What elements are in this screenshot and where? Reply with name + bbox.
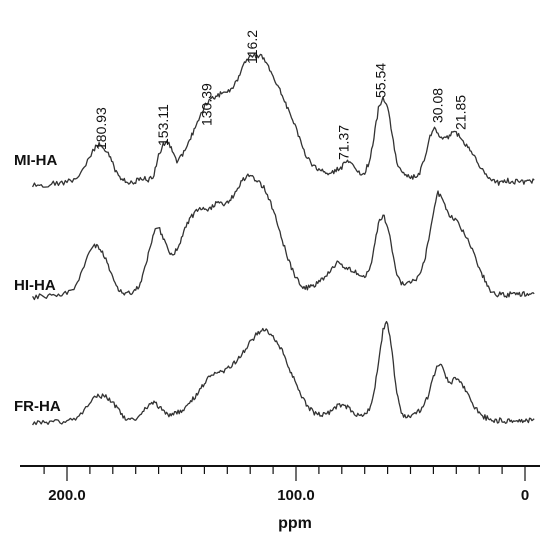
peak-label: 55.54 xyxy=(372,63,388,98)
x-axis-ticks xyxy=(43,466,526,481)
peak-label: 180.93 xyxy=(93,107,109,150)
x-tick-label: 100.0 xyxy=(277,487,315,504)
peak-label: 130.39 xyxy=(198,83,214,126)
x-axis-title: ppm xyxy=(278,515,312,532)
x-tick-label: 0 xyxy=(521,487,529,504)
peak-label: 71.37 xyxy=(336,125,352,160)
peak-labels: 180.93 153.11 130.39 116.2 71.37 55.54 30.08 21… xyxy=(93,30,469,160)
series-labels: MI-HA HI-HA FR-HA xyxy=(14,152,61,415)
peak-label: 116.2 xyxy=(244,30,260,64)
x-axis: 200.0 100.0 0 ppm xyxy=(20,465,540,532)
peak-label: 30.08 xyxy=(430,88,446,123)
x-tick-label: 200.0 xyxy=(48,487,86,504)
series-line-mi-ha xyxy=(32,53,535,188)
spectrum-traces xyxy=(32,53,535,426)
peak-label: 21.85 xyxy=(453,95,469,130)
series-line-fr-ha xyxy=(32,320,535,426)
series-label-mi-ha: MI-HA xyxy=(14,152,57,169)
series-label-hi-ha: HI-HA xyxy=(14,277,56,294)
series-line-hi-ha xyxy=(32,173,535,301)
series-label-fr-ha: FR-HA xyxy=(14,398,61,415)
x-axis-tick-labels: 200.0 100.0 0 xyxy=(48,487,529,504)
peak-label: 153.11 xyxy=(155,104,171,146)
